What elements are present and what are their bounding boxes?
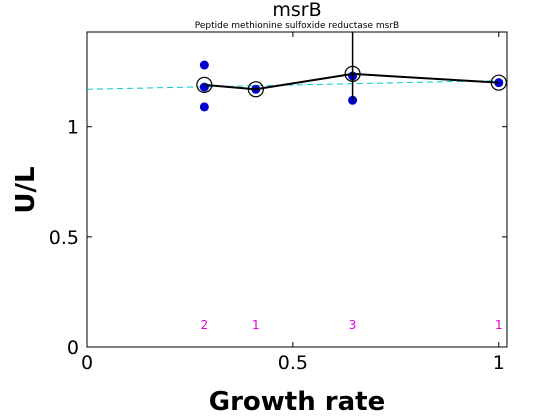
y-tick-label: 1 xyxy=(67,117,79,139)
fit-line-group xyxy=(86,79,508,90)
x-axis-label: Growth rate xyxy=(209,387,385,417)
replicate-count-label: 2 xyxy=(201,318,209,332)
replicate-point xyxy=(199,82,209,92)
replicate-count-label: 1 xyxy=(252,318,260,332)
replicate-count-label: 1 xyxy=(495,318,503,332)
x-tick-label: 1 xyxy=(493,352,505,374)
chart-title: msrB xyxy=(272,0,321,21)
x-tick-label: 0.5 xyxy=(278,352,308,374)
fit-line xyxy=(86,79,508,90)
y-axis-label: U/L xyxy=(11,166,41,213)
replicate-point xyxy=(199,60,209,70)
axis-ticks: 0 0.5 1 0 0.5 1 xyxy=(49,32,507,374)
mean-line xyxy=(204,72,499,91)
y-tick-label: 0.5 xyxy=(49,227,79,249)
chart-subtitle: Peptide methionine sulfoxide reductase m… xyxy=(195,21,399,31)
mean-marker xyxy=(196,76,213,93)
replicate-count-label: 3 xyxy=(349,318,357,332)
y-tick-label: 0 xyxy=(67,337,79,359)
replicate-points-group xyxy=(199,60,504,112)
mean-marker xyxy=(247,81,264,98)
mean-marker xyxy=(344,65,361,82)
mean-line-group xyxy=(196,32,507,101)
x-tick-label: 0 xyxy=(81,352,93,374)
replicate-point xyxy=(199,102,209,112)
replicate-count-group: 2 1 3 1 xyxy=(201,318,503,332)
plot-area-frame xyxy=(86,31,508,348)
mean-marker xyxy=(490,74,507,91)
